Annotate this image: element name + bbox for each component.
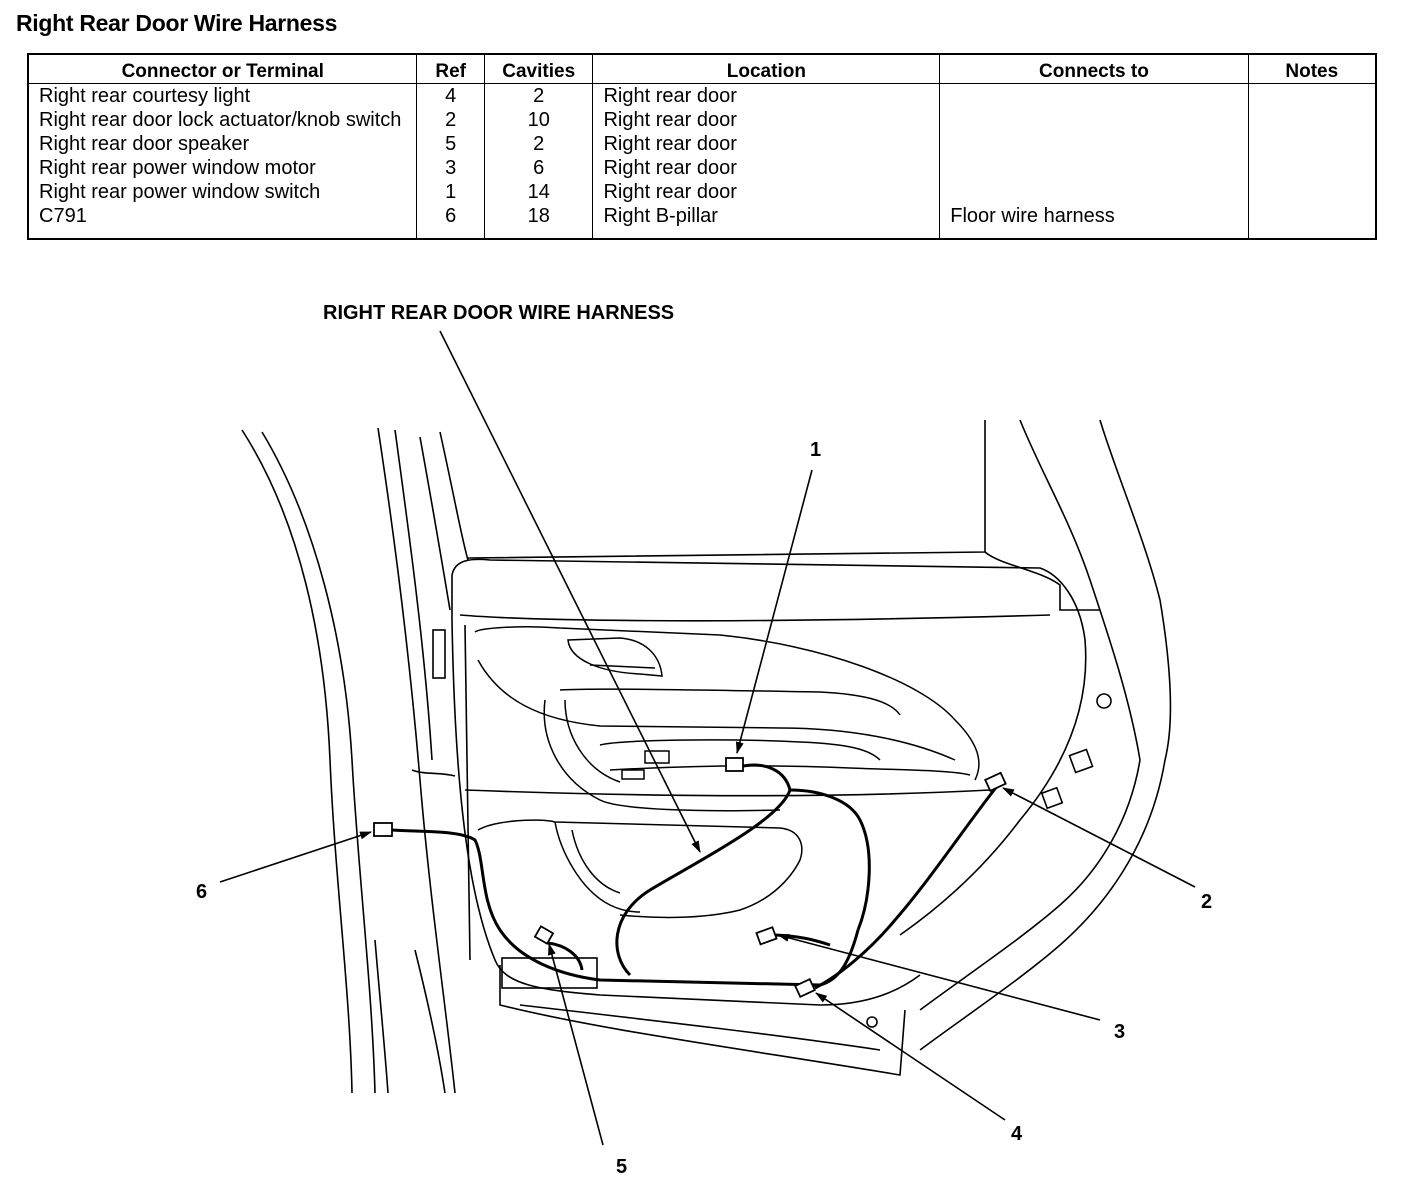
- harness-label-arrow: [439, 330, 701, 853]
- callout-1-arrow: [735, 469, 813, 754]
- cell-connector: Right rear power window switch: [27, 180, 418, 204]
- header-cavities: Cavities: [483, 53, 594, 84]
- page-title: Right Rear Door Wire Harness: [16, 10, 338, 36]
- connector-1-icon: [725, 757, 744, 772]
- table-row: Right rear door lock actuator/knob switc…: [27, 108, 1377, 132]
- leader-arrows: [219, 330, 1196, 1146]
- cell-location: Right rear door: [592, 108, 941, 132]
- table-row: Right rear power window motor 3 6 Right …: [27, 156, 1377, 180]
- cell-connects-to: Floor wire harness: [939, 204, 1249, 239]
- cell-ref: 2: [416, 108, 485, 132]
- cell-ref: 1: [416, 180, 485, 204]
- cell-cavities: 14: [483, 180, 594, 204]
- cell-location: Right rear door: [592, 83, 941, 108]
- body-outline-left: [241, 427, 469, 1094]
- connector-2-icon: [984, 771, 1007, 793]
- cell-notes: [1247, 83, 1377, 108]
- cell-cavities: 2: [483, 83, 594, 108]
- cell-cavities: 18: [483, 204, 594, 239]
- cell-ref: 5: [416, 132, 485, 156]
- header-connector: Connector or Terminal: [27, 53, 418, 84]
- header-location: Location: [592, 53, 941, 84]
- cell-notes: [1247, 108, 1377, 132]
- callout-6-arrow: [219, 831, 372, 883]
- table-header-row: Connector or Terminal Ref Cavities Locat…: [27, 53, 1377, 84]
- cell-connects-to: [939, 108, 1249, 132]
- door-outline: [451, 419, 1172, 1076]
- callout-1: 1: [810, 439, 821, 461]
- callout-5: 5: [616, 1156, 627, 1178]
- cell-connector: Right rear power window motor: [27, 156, 418, 180]
- callout-4-arrow: [815, 992, 1006, 1121]
- cell-notes: [1247, 132, 1377, 156]
- cell-connects-to: [939, 132, 1249, 156]
- callout-2: 2: [1201, 891, 1212, 913]
- cell-cavities: 10: [483, 108, 594, 132]
- header-ref: Ref: [416, 53, 485, 84]
- callout-2-arrow: [1002, 787, 1196, 888]
- cell-connector: C791: [27, 204, 418, 239]
- cell-notes: [1247, 204, 1377, 239]
- cell-location: Right rear door: [592, 156, 941, 180]
- connector-table: Connector or Terminal Ref Cavities Locat…: [27, 53, 1377, 240]
- cell-ref: 3: [416, 156, 485, 180]
- cell-connects-to: [939, 156, 1249, 180]
- harness-label: RIGHT REAR DOOR WIRE HARNESS: [323, 302, 674, 324]
- armrest-panel: [474, 626, 980, 812]
- table-row: Right rear power window switch 1 14 Righ…: [27, 180, 1377, 204]
- wire-harness: [391, 763, 1000, 990]
- connector-3-icon: [755, 926, 778, 946]
- cell-connects-to: [939, 180, 1249, 204]
- cell-cavities: 2: [483, 132, 594, 156]
- cell-connector: Right rear door speaker: [27, 132, 418, 156]
- speaker-pocket: [477, 819, 803, 919]
- callout-5-arrow: [547, 943, 604, 1146]
- cell-location: Right B-pillar: [592, 204, 941, 239]
- cell-notes: [1247, 156, 1377, 180]
- cell-connects-to: [939, 83, 1249, 108]
- callout-3-arrow: [777, 933, 1101, 1021]
- connector-4-icon: [794, 977, 816, 999]
- cell-location: Right rear door: [592, 180, 941, 204]
- callout-3: 3: [1114, 1021, 1125, 1043]
- table-row: Right rear door speaker 5 2 Right rear d…: [27, 132, 1377, 156]
- cell-ref: 6: [416, 204, 485, 239]
- connectors: [373, 757, 1007, 999]
- table-row: Right rear courtesy light 4 2 Right rear…: [27, 83, 1377, 108]
- cell-notes: [1247, 180, 1377, 204]
- cell-connector: Right rear door lock actuator/knob switc…: [27, 108, 418, 132]
- cell-cavities: 6: [483, 156, 594, 180]
- door-diagram: RIGHT REAR DOOR WIRE HARNESS: [196, 302, 1212, 1178]
- table-row: C791 6 18 Right B-pillar Floor wire harn…: [27, 204, 1377, 239]
- cell-location: Right rear door: [592, 132, 941, 156]
- cell-connector: Right rear courtesy light: [27, 83, 418, 108]
- cell-ref: 4: [416, 83, 485, 108]
- connector-5-icon: [533, 925, 555, 945]
- header-connects-to: Connects to: [939, 53, 1249, 84]
- callout-4: 4: [1011, 1123, 1023, 1145]
- connector-6-icon: [373, 822, 393, 837]
- callout-6: 6: [196, 881, 207, 903]
- header-notes: Notes: [1247, 53, 1377, 84]
